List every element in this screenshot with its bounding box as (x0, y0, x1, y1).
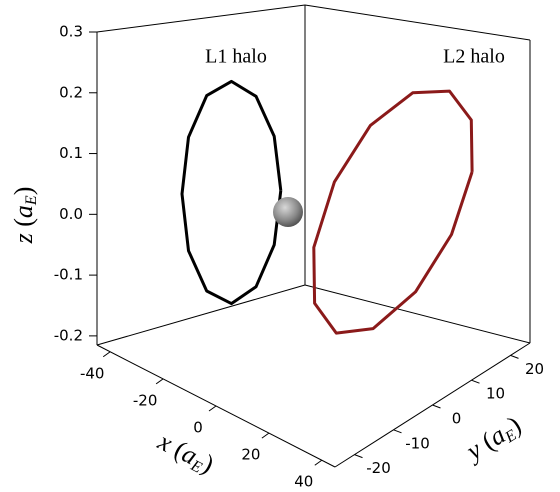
y-tick-label: 20 (525, 360, 544, 378)
x-tick-label: -40 (80, 364, 105, 382)
axes-box: -0.2 -0.1 0.0 0.1 0.2 0.3 -40 -20 0 20 40 -20 -10 0 10… (54, 4, 544, 491)
axis-edge (96, 4, 306, 33)
z-tick-label: 0.0 (59, 205, 83, 223)
y-axis-label: y (aE) (459, 410, 527, 468)
axis-edge (304, 284, 531, 344)
y-tick-label: -10 (405, 434, 430, 452)
x-tick-label: -20 (133, 391, 158, 409)
y-tick (354, 454, 363, 459)
series-label: L1 halo (205, 46, 267, 68)
z-tick-label: 0.3 (59, 23, 83, 41)
x-tick (208, 405, 217, 412)
x-tick-label: 40 (294, 473, 313, 491)
z-tick-label: 0.1 (59, 144, 83, 162)
z-tick-label: -0.1 (54, 266, 83, 284)
y-tick-label: -20 (366, 459, 391, 477)
series-label: L2 halo (443, 46, 505, 68)
x-tick (155, 378, 164, 385)
y-tick (510, 354, 519, 359)
z-tick-label: 0.2 (59, 83, 83, 101)
axis-edge (304, 4, 531, 41)
plot-area (180, 79, 474, 335)
x-tick-label: 0 (193, 419, 203, 437)
x-tick (314, 459, 323, 466)
y-tick (432, 404, 441, 409)
x-tick (261, 432, 270, 439)
x-axis-label: x (aE) (152, 426, 219, 480)
y-tick-label: 0 (452, 410, 462, 428)
x-tick (102, 351, 111, 358)
y-tick-label: 10 (486, 385, 505, 403)
y-tick (393, 429, 402, 434)
halo-orbit (180, 79, 283, 306)
x-tick-label: 20 (241, 446, 260, 464)
axis-edge (96, 284, 306, 346)
z-axis-label: z (aE) (9, 187, 40, 245)
halo-orbit (312, 89, 474, 335)
earth (273, 197, 303, 227)
z-tick-label: -0.2 (54, 326, 83, 344)
y-tick (471, 379, 480, 384)
